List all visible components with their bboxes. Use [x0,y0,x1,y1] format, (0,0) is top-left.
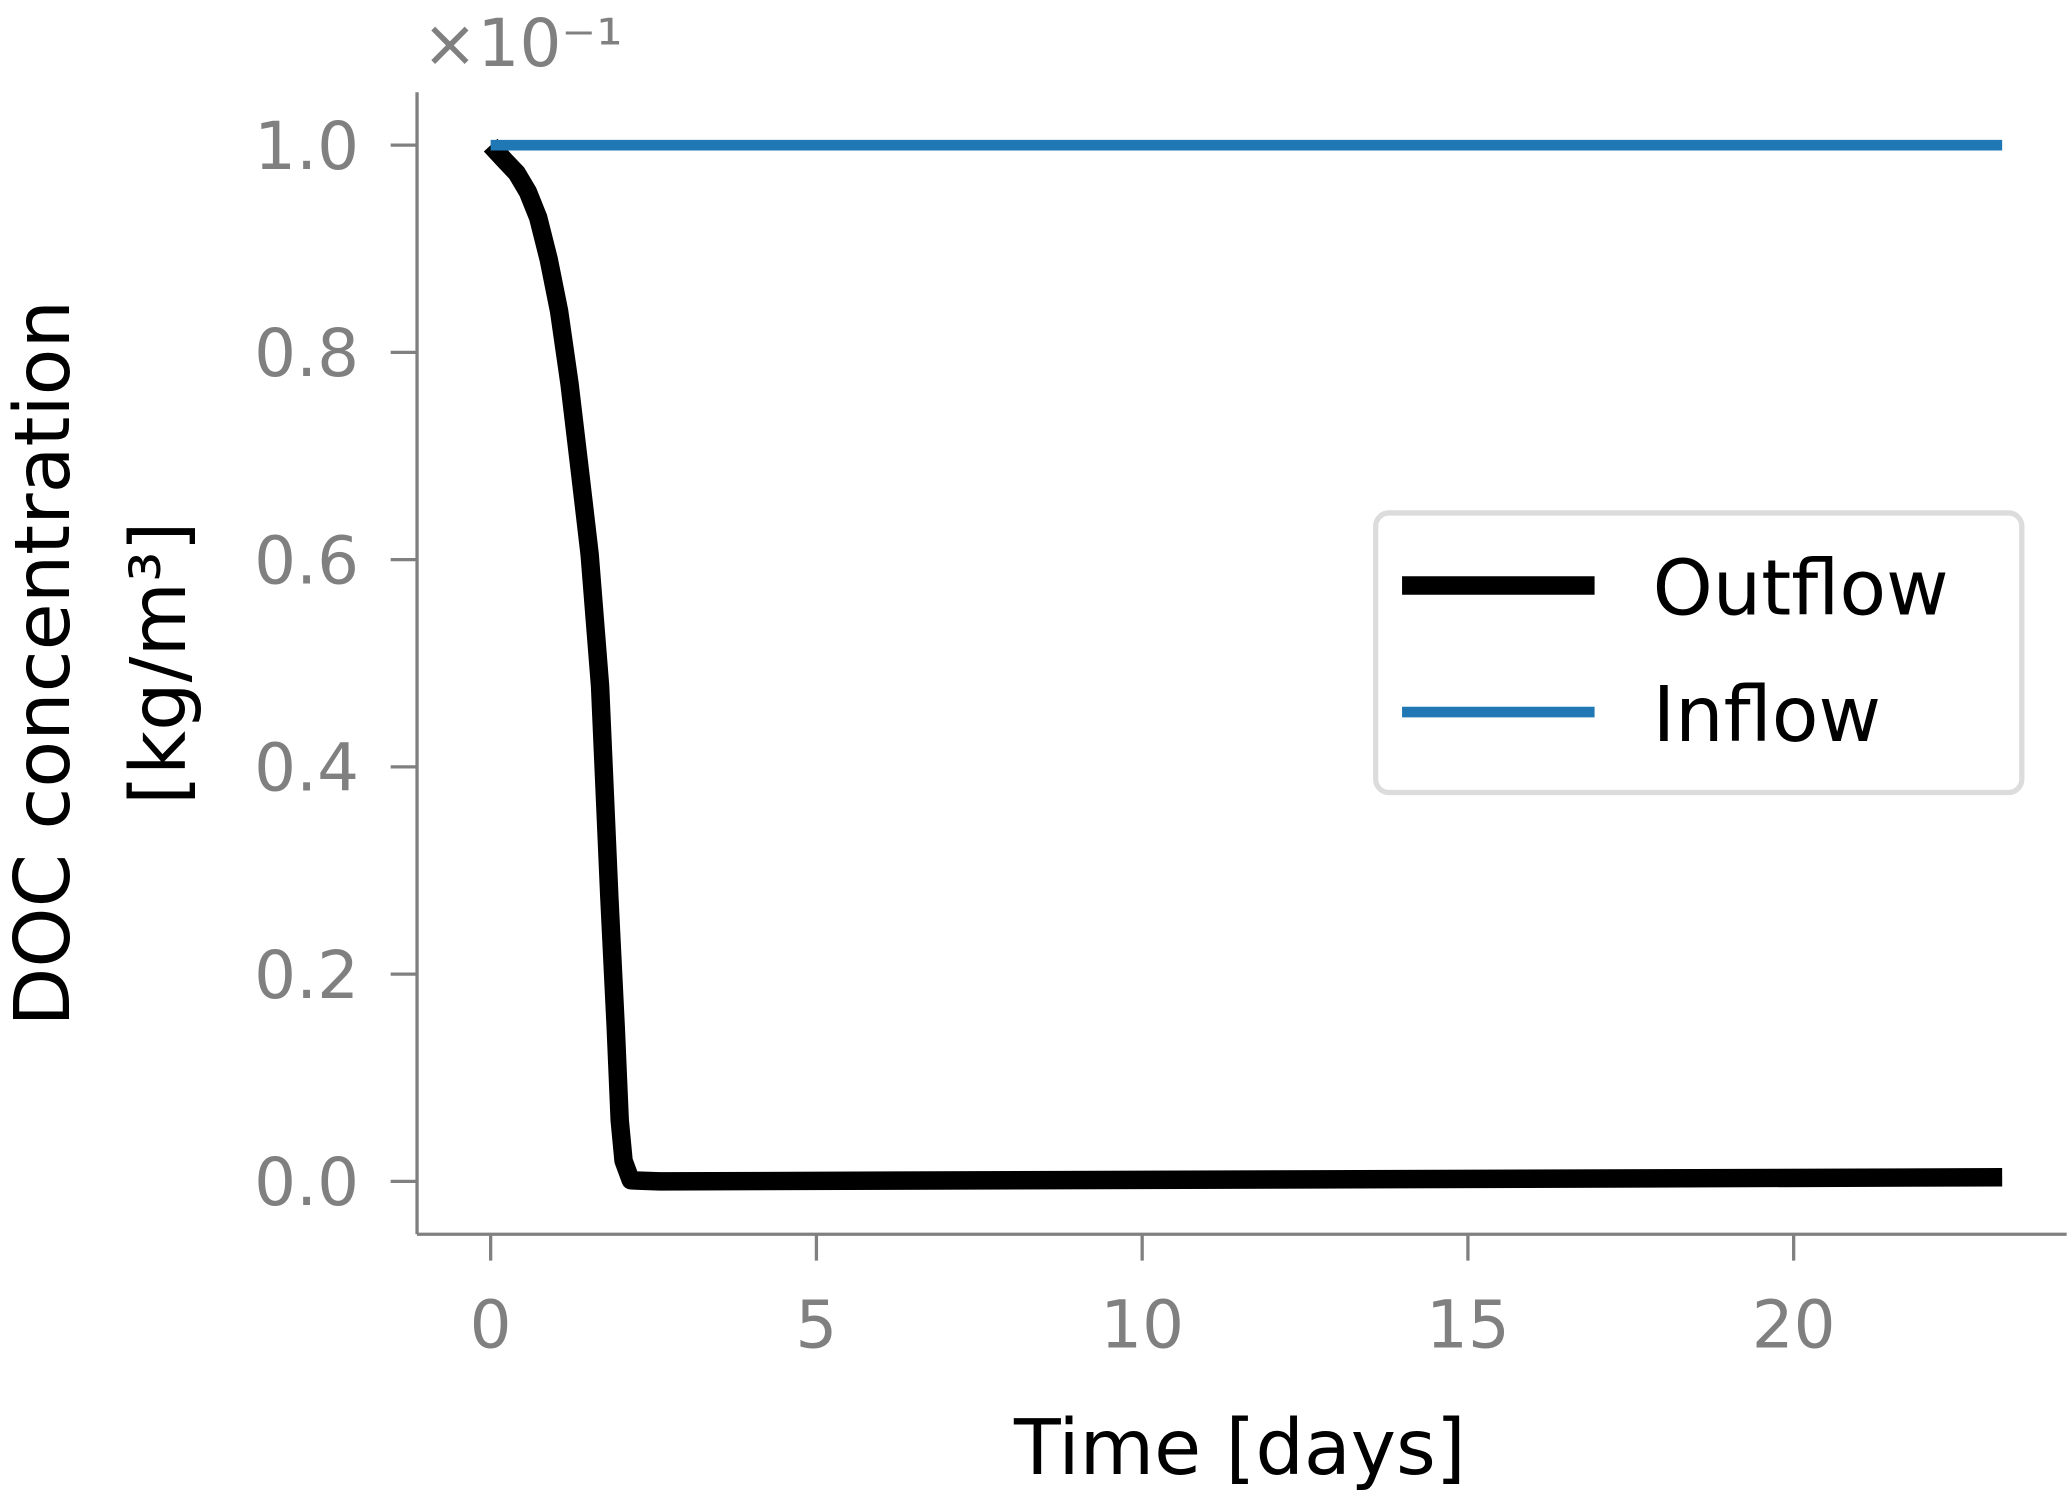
legend-label: Inflow [1653,671,1882,760]
y-tick-label: 0.0 [254,1144,359,1221]
y-tick-label: 0.8 [254,315,359,392]
legend-label: Outflow [1653,544,1949,633]
x-tick-label: 20 [1752,1287,1836,1364]
y-tick-label: 1.0 [254,108,359,185]
x-tick-label: 10 [1100,1287,1184,1364]
y-offset-label: ×10⁻¹ [422,5,622,82]
data-line [483,138,2003,1191]
y-tick-label: 0.2 [254,937,359,1014]
y-axis-label: DOC concentration [0,300,88,1026]
y-tick-label: 0.4 [254,730,359,807]
x-axis-label: Time [days] [1013,1404,1466,1493]
x-tick-label: 5 [795,1287,837,1364]
y-tick-label: 0.6 [254,522,359,599]
y-axis-label: [kg/m³] [115,522,204,805]
x-tick-label: 15 [1426,1287,1510,1364]
x-tick-label: 0 [470,1287,512,1364]
